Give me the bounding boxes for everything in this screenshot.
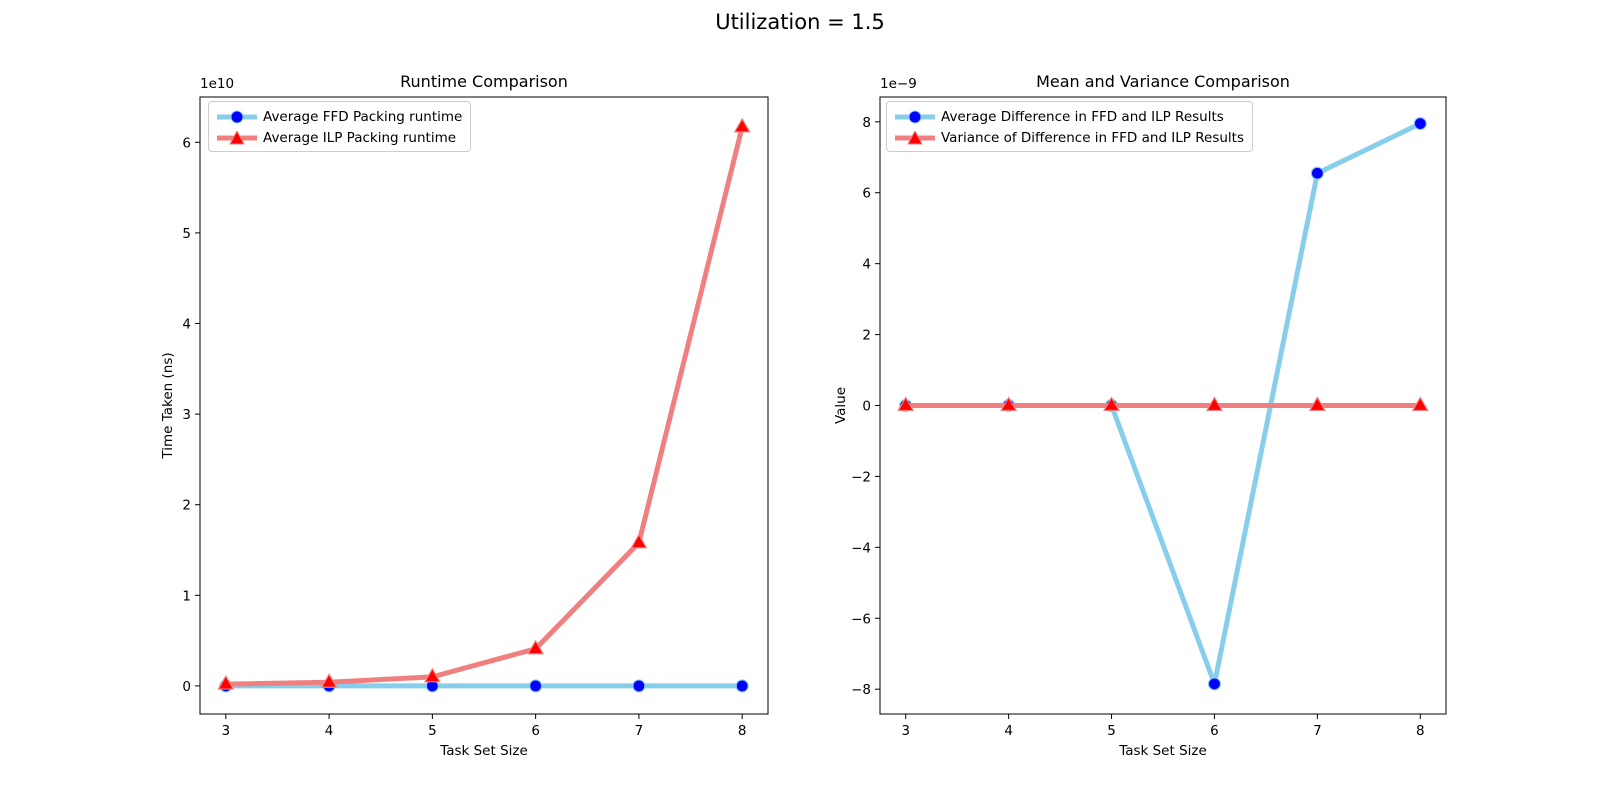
y-tick-label: 0 (182, 679, 191, 695)
y-tick-label: 2 (182, 498, 191, 514)
data-point-circle (632, 679, 646, 693)
y-tick-label: −2 (851, 469, 871, 485)
y-tick-label: 6 (182, 135, 191, 151)
x-tick-label: 3 (901, 723, 910, 739)
legend-runtime: Average FFD Packing runtime Average ILP … (208, 101, 472, 152)
chart-mean-variance: Mean and Variance Comparison 3 4 5 6 7 8 −8 −6 −4… (833, 72, 1447, 759)
legend-mean-variance: Average Difference in FFD and ILP Result… (886, 101, 1253, 152)
x-tick-label: 5 (1107, 723, 1116, 739)
y-tick-label: 1 (182, 588, 191, 604)
x-tick-label: 7 (635, 723, 644, 739)
y-offset-label: 1e10 (200, 76, 234, 92)
x-tick-label: 7 (1313, 723, 1322, 739)
legend-label-variance-difference: Variance of Difference in FFD and ILP Re… (941, 129, 1244, 146)
x-tick-label: 8 (738, 723, 747, 739)
data-point-triangle (733, 117, 751, 133)
data-point-circle (529, 679, 543, 693)
legend-swatch-average-difference (895, 110, 935, 123)
legend-item-ffd-runtime: Average FFD Packing runtime (217, 106, 462, 127)
legend-swatch-ffd-runtime (217, 110, 257, 123)
x-tick-label: 4 (1004, 723, 1013, 739)
x-tick-label: 8 (1416, 723, 1425, 739)
y-tick-label: 2 (862, 328, 871, 344)
legend-label-average-difference: Average Difference in FFD and ILP Result… (941, 108, 1224, 125)
data-point-triangle (217, 674, 235, 690)
data-point-circle (1310, 166, 1324, 180)
data-point-triangle (1308, 396, 1326, 412)
y-tick-label: −6 (851, 611, 871, 627)
data-point-triangle (527, 639, 545, 655)
data-point-triangle (1000, 396, 1018, 412)
y-tick-label: 3 (182, 407, 191, 423)
legend-swatch-variance-difference (895, 130, 935, 144)
series-line (225, 126, 745, 687)
y-tick-label: 8 (862, 115, 871, 131)
y-axis-label: Time Taken (ns) (160, 352, 176, 459)
y-axis-label: Value (833, 387, 849, 424)
data-point-triangle (1411, 396, 1429, 412)
y-tick-label: 5 (182, 226, 191, 242)
data-point-triangle (630, 533, 648, 549)
data-point-circle (735, 679, 749, 693)
x-tick-label: 3 (222, 723, 231, 739)
x-tick-label: 5 (428, 723, 437, 739)
x-tick-label: 4 (325, 723, 334, 739)
series-mean-variance-1 (897, 396, 1429, 412)
data-point-triangle (897, 396, 915, 412)
y-offset-label: 1e−9 (880, 76, 917, 92)
data-point-triangle (320, 673, 338, 688)
chart-title: Mean and Variance Comparison (1036, 72, 1290, 91)
y-tick-label: −8 (851, 682, 871, 698)
series-runtime-1 (217, 117, 751, 690)
x-axis-label: Task Set Size (439, 743, 528, 759)
y-tick-label: 4 (862, 257, 871, 273)
x-axis-label: Task Set Size (1118, 743, 1207, 759)
y-tick-label: 0 (862, 399, 871, 415)
y-tick-label: 4 (182, 317, 191, 333)
x-tick-label: 6 (1210, 723, 1219, 739)
data-point-triangle (1205, 396, 1223, 412)
legend-item-variance-difference: Variance of Difference in FFD and ILP Re… (895, 127, 1244, 148)
legend-label-ilp-runtime: Average ILP Packing runtime (263, 129, 457, 146)
legend-swatch-ilp-runtime (217, 130, 257, 144)
legend-item-average-difference: Average Difference in FFD and ILP Result… (895, 106, 1244, 127)
figure-title: Utilization = 1.5 (715, 10, 885, 34)
chart-runtime: Runtime Comparison 3 4 5 6 7 8 0 1 2 3 4 5 6 1e10 Task … (160, 72, 769, 759)
chart-title: Runtime Comparison (400, 72, 568, 91)
data-point-circle (1413, 116, 1427, 131)
x-tick-label: 6 (531, 723, 540, 739)
data-point-triangle (1103, 396, 1121, 412)
data-point-circle (1207, 677, 1222, 691)
data-point-triangle (423, 667, 441, 683)
legend-label-ffd-runtime: Average FFD Packing runtime (263, 108, 463, 125)
legend-item-ilp-runtime: Average ILP Packing runtime (217, 127, 462, 148)
y-tick-label: 6 (862, 186, 871, 202)
plot-frame (199, 96, 769, 715)
y-tick-label: −4 (851, 540, 871, 556)
